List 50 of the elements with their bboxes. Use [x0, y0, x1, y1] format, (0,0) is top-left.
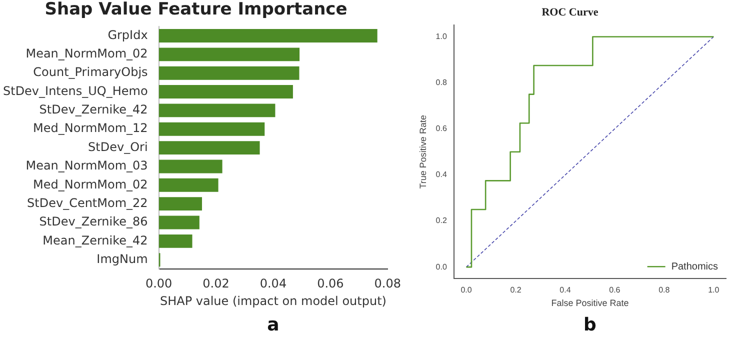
x-tick-label: 0.4 — [560, 286, 572, 295]
y-tick-label: 1.0 — [436, 32, 448, 41]
chart-title: Shap Value Feature Importance — [44, 0, 348, 20]
bar — [158, 216, 200, 230]
text: a — [267, 314, 280, 336]
y-tick-label: Mean_Zernike_42 — [42, 233, 148, 248]
text: b — [584, 314, 597, 336]
y-tick-label: 0.2 — [436, 216, 448, 226]
x-axis-title: SHAP value (impact on model output) — [160, 294, 386, 308]
y-tick-label: StDev_Zernike_86 — [39, 214, 148, 229]
y-tick-label: StDev_Ori — [88, 140, 148, 154]
bar — [158, 29, 378, 42]
x-tick-label: 1.0 — [708, 286, 720, 295]
bar — [158, 66, 300, 80]
y-tick-label: Med_NormMom_02 — [33, 177, 148, 192]
x-tick-label: 0.04 — [260, 276, 287, 291]
x-tick-label: 0.00 — [145, 276, 172, 291]
y-tick-label: ImgNum — [96, 252, 148, 266]
y-tick-label: Count_PrimaryObjs — [33, 65, 148, 80]
x-tick-label: 0.0 — [460, 286, 472, 295]
y-tick-label: Mean_NormMom_02 — [26, 46, 148, 61]
chart-title: ROC Curve — [542, 6, 598, 18]
x-tick-label: 0.02 — [202, 276, 230, 291]
x-tick-label: 0.6 — [609, 286, 621, 295]
y-tick-label: 0.6 — [436, 124, 448, 134]
x-tick-label: 0.2 — [510, 286, 522, 295]
y-axis-title: True Positive Rate — [418, 115, 428, 189]
y-tick-label: 0.8 — [436, 78, 448, 87]
legend-label: Pathomics — [671, 261, 718, 272]
x-tick-label: 0.06 — [317, 276, 344, 291]
bar — [158, 122, 265, 136]
x-tick-label: 0.8 — [658, 286, 670, 295]
y-tick-label: Med_NormMom_12 — [33, 121, 148, 136]
x-axis-title: False Positive Rate — [551, 298, 629, 308]
x-tick-label: 0.08 — [374, 276, 401, 291]
y-tick-label: 0.0 — [436, 262, 448, 272]
bar — [158, 178, 218, 192]
y-tick-label: Mean_NormMom_03 — [26, 158, 148, 173]
bar — [158, 48, 300, 62]
y-tick-label: StDev_CentMom_22 — [27, 196, 148, 210]
bar — [158, 104, 276, 118]
y-tick-label: 0.4 — [436, 170, 448, 180]
bar — [158, 141, 260, 155]
y-tick-label: StDev_Intens_UQ_Hemo — [2, 84, 148, 98]
bar — [158, 85, 293, 98]
bar — [158, 160, 222, 174]
bar — [158, 197, 202, 211]
y-tick-label: StDev_Zernike_42 — [39, 102, 148, 117]
y-tick-label: GrpIdx — [108, 28, 148, 42]
bar — [158, 234, 192, 248]
